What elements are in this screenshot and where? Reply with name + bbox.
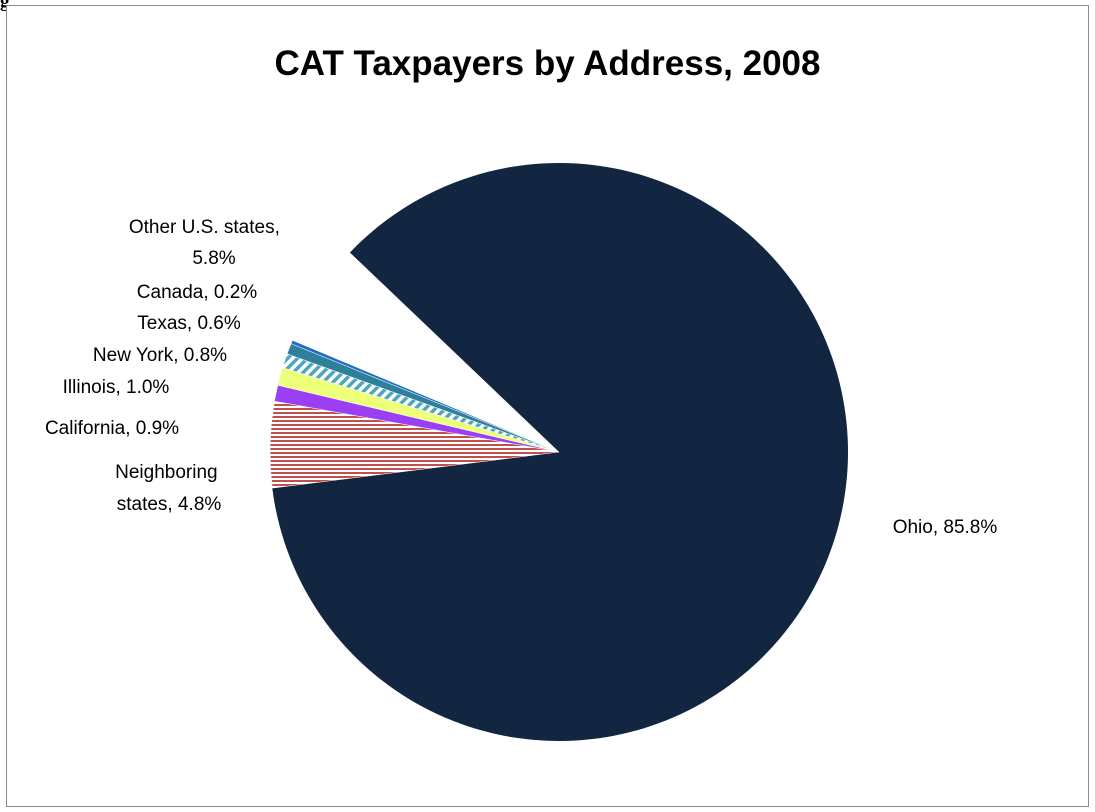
label-illinois-line1: Illinois, 1.0% <box>63 377 170 398</box>
label-california: California, 0.9% <box>45 418 179 439</box>
corner-text: g <box>0 0 10 12</box>
label-new-york: New York, 0.8% <box>93 345 227 366</box>
pie-slice-canada <box>290 339 560 453</box>
pie-slice-other-u-s-states <box>292 252 559 452</box>
label-other-line2: 5.8% <box>192 248 235 269</box>
label-texas-line1: Texas, 0.6% <box>137 313 241 334</box>
label-texas: Texas, 0.6% <box>137 313 241 334</box>
label-illinois: Illinois, 1.0% <box>63 377 170 398</box>
label-california-line1: California, 0.9% <box>45 418 179 439</box>
label-neighboring-line1: Neighboring <box>115 462 217 483</box>
label-other-us-states: Other U.S. states, 5.8% <box>129 217 285 269</box>
label-ohio-line1: Ohio, 85.8% <box>893 517 998 538</box>
label-canada: Canada, 0.2% <box>137 282 258 303</box>
label-neighboring-states: Neighboring states, 4.8% <box>115 462 223 515</box>
label-new-york-line1: New York, 0.8% <box>93 345 227 366</box>
chart-title: CAT Taxpayers by Address, 2008 <box>274 44 821 83</box>
label-canada-line1: Canada, 0.2% <box>137 282 258 303</box>
label-ohio: Ohio, 85.8% <box>893 517 998 538</box>
label-other-line1: Other U.S. states, <box>129 217 280 238</box>
pie-slice-ohio <box>272 162 848 742</box>
label-neighboring-line2: states, 4.8% <box>117 494 222 515</box>
